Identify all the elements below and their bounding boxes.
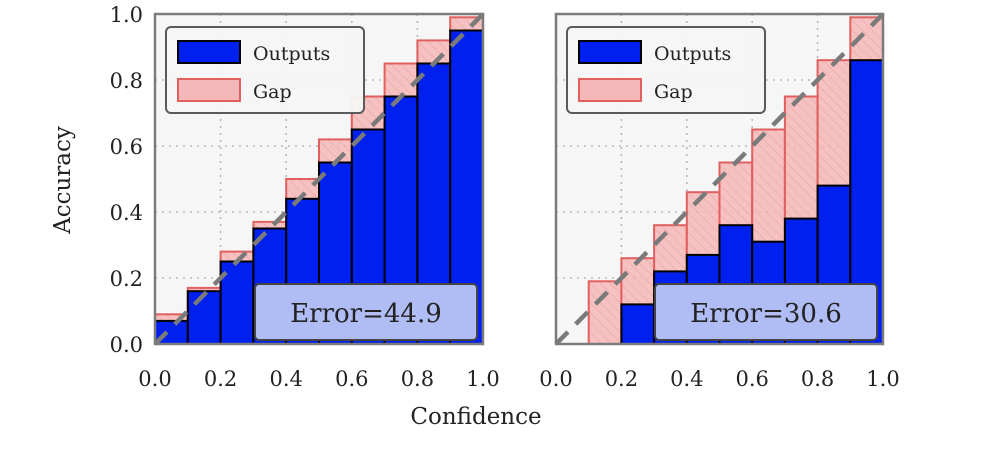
plot-frame — [554, 12, 885, 346]
y-tick-label: 1.0 — [110, 3, 143, 27]
legend-swatch-outputs — [177, 40, 241, 64]
x-axis-title: Confidence — [410, 404, 541, 430]
x-tick-label: 0.6 — [735, 367, 768, 391]
error-annotation: Error=44.9 — [290, 299, 442, 329]
reliability-panel-left: 0.0 0.2 0.4 0.6 0.8 1.0 0.0 0.2 0.4 0.6 0.8 1.0 Outp… — [110, 3, 500, 391]
x-tick-label: 0.4 — [269, 367, 302, 391]
perfect-calibration-line — [153, 12, 485, 346]
legend-swatch-gap — [578, 78, 642, 102]
x-tick-label: 0.6 — [335, 367, 368, 391]
outputs-bar — [620, 303, 656, 345]
error-annotation-box — [654, 283, 878, 341]
perfect-calibration-line — [554, 12, 885, 346]
x-tick-label: 1.0 — [466, 367, 499, 391]
x-tick-label: 0.2 — [204, 367, 237, 391]
error-annotation: Error=30.6 — [690, 299, 842, 329]
plot-frame — [153, 12, 485, 346]
x-tick-label: 0.8 — [801, 367, 834, 391]
x-tick-label: 0.0 — [138, 367, 171, 391]
error-annotation-box — [254, 283, 478, 341]
reliability-panel-right: 0.0 0.2 0.4 0.6 0.8 1.0 Outputs Gap Error=30.6 — [539, 12, 900, 391]
y-tick-label: 0.6 — [110, 135, 143, 159]
legend-label-gap: Gap — [654, 81, 693, 103]
x-tick-label: 0.0 — [539, 367, 572, 391]
legend-label-outputs: Outputs — [654, 43, 731, 65]
legend-label-gap: Gap — [253, 81, 292, 103]
x-tick-label: 1.0 — [866, 367, 899, 391]
x-tick-label: 0.8 — [401, 367, 434, 391]
x-tick-label: 0.4 — [670, 367, 703, 391]
y-tick-label: 0.2 — [110, 267, 143, 291]
legend-label-outputs: Outputs — [253, 43, 330, 65]
y-axis-title: Accuracy — [50, 126, 76, 235]
y-tick-label: 0.8 — [110, 69, 143, 93]
legend-swatch-outputs — [578, 40, 642, 64]
outputs-bar — [186, 290, 222, 346]
legend-swatch-gap — [177, 78, 241, 102]
gap-bar — [587, 280, 623, 345]
y-tick-label: 0.0 — [110, 333, 143, 357]
x-tick-label: 0.2 — [605, 367, 638, 391]
y-tick-label: 0.4 — [110, 201, 143, 225]
